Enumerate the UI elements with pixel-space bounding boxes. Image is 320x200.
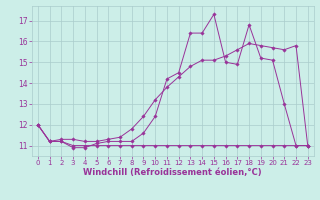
X-axis label: Windchill (Refroidissement éolien,°C): Windchill (Refroidissement éolien,°C): [84, 168, 262, 177]
